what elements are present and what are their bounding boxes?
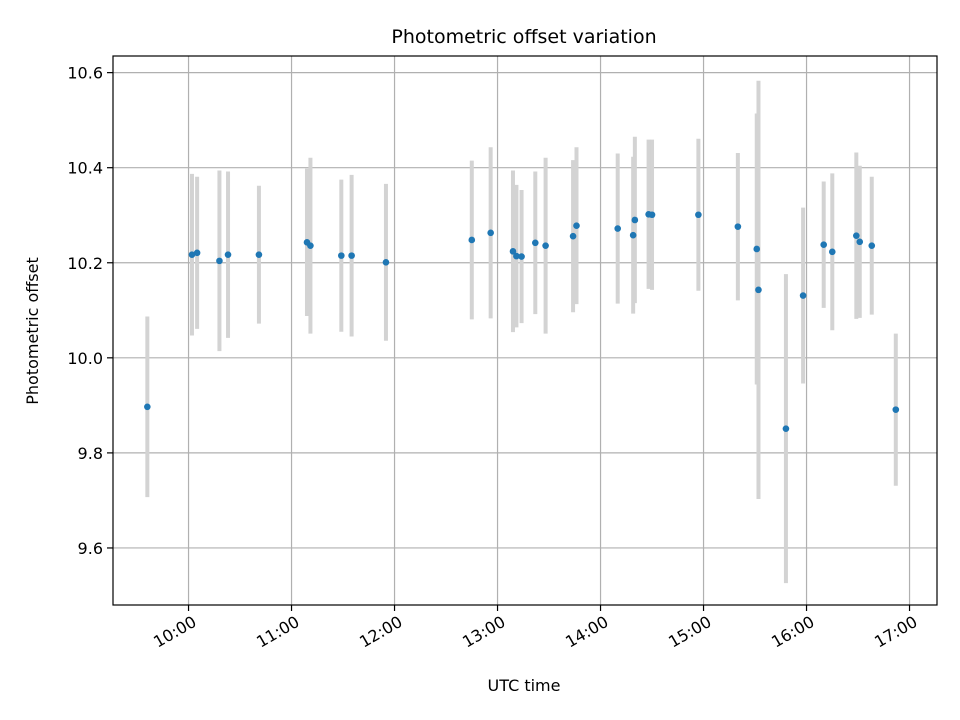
data-point (225, 251, 232, 258)
y-tick-label: 10.2 (67, 254, 103, 273)
data-point (632, 217, 639, 224)
data-point (144, 403, 151, 410)
data-point (532, 240, 539, 247)
data-point (518, 253, 525, 260)
data-point (820, 241, 827, 248)
data-point (800, 292, 807, 299)
data-point (468, 237, 475, 244)
data-point (614, 225, 621, 232)
data-point (194, 249, 201, 256)
data-point (893, 406, 900, 413)
data-point (649, 211, 656, 218)
chart-title: Photometric offset variation (391, 26, 656, 48)
data-point (256, 251, 263, 258)
data-point (735, 223, 742, 230)
data-point (573, 222, 580, 229)
y-tick-label: 9.8 (78, 444, 103, 463)
data-point (829, 249, 836, 256)
y-tick-label: 10.0 (67, 349, 103, 368)
y-tick-label: 9.6 (78, 539, 103, 558)
data-point (307, 242, 314, 249)
data-point (630, 232, 637, 239)
y-tick-label: 10.6 (67, 64, 103, 83)
data-point (856, 239, 863, 246)
data-point (487, 230, 494, 237)
y-axis-label: Photometric offset (23, 257, 42, 405)
data-point (853, 232, 860, 239)
data-point (695, 211, 702, 218)
data-point (783, 425, 790, 432)
data-point (755, 287, 762, 294)
data-point (542, 242, 549, 249)
data-point (753, 246, 760, 253)
data-point (868, 242, 875, 249)
y-tick-label: 10.4 (67, 159, 103, 178)
data-point (338, 252, 345, 259)
data-point (383, 259, 390, 266)
data-point (216, 258, 223, 265)
data-point (570, 233, 577, 240)
x-axis-label: UTC time (488, 676, 561, 695)
data-point (348, 252, 355, 259)
